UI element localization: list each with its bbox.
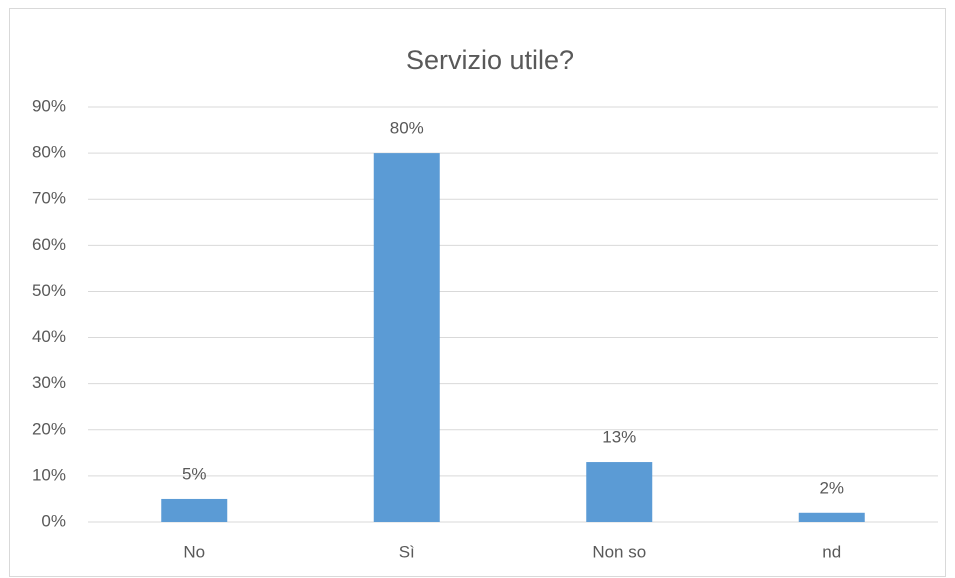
y-tick-label: 30% — [32, 373, 66, 392]
y-tick-label: 70% — [32, 189, 66, 208]
bar — [161, 498, 228, 522]
x-tick-label: No — [183, 542, 205, 561]
y-tick-label: 40% — [32, 327, 66, 346]
chart-title: Servizio utile? — [406, 45, 574, 75]
bar — [798, 512, 865, 522]
data-label: 5% — [182, 464, 207, 483]
y-tick-label: 0% — [41, 511, 66, 530]
bar — [373, 153, 440, 522]
x-tick-label: Sì — [399, 542, 415, 561]
bar — [586, 462, 653, 522]
y-tick-label: 10% — [32, 465, 66, 484]
y-tick-label: 60% — [32, 235, 66, 254]
chart-border — [9, 8, 946, 577]
y-tick-label: 80% — [32, 143, 66, 162]
data-label: 13% — [602, 428, 636, 447]
data-label: 2% — [819, 478, 844, 497]
y-tick-label: 50% — [32, 281, 66, 300]
x-tick-label: nd — [822, 542, 841, 561]
x-tick-label: Non so — [592, 542, 646, 561]
y-tick-label: 90% — [32, 96, 66, 115]
data-label: 80% — [390, 119, 424, 138]
y-tick-label: 20% — [32, 419, 66, 438]
